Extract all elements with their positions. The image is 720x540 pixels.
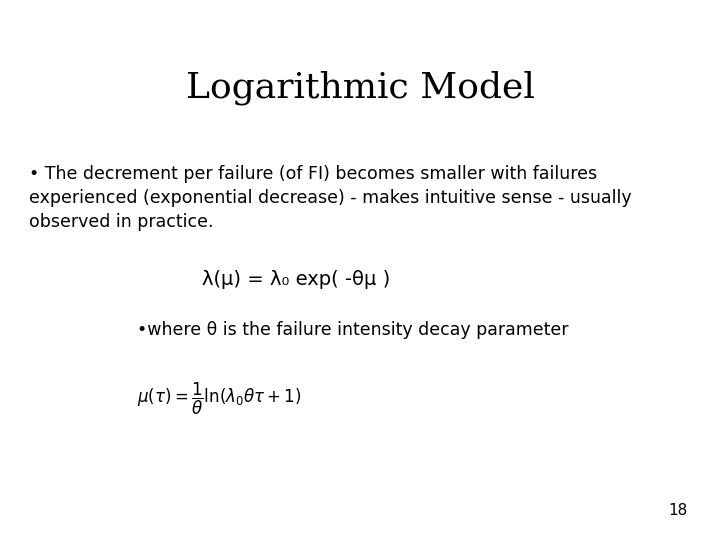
Text: λ(μ) = λ₀ exp( -θμ ): λ(μ) = λ₀ exp( -θμ ) [202,270,390,289]
Text: • The decrement per failure (of FI) becomes smaller with failures
experienced (e: • The decrement per failure (of FI) beco… [29,165,631,231]
Text: •where θ is the failure intensity decay parameter: •where θ is the failure intensity decay … [137,321,568,339]
Text: Logarithmic Model: Logarithmic Model [186,70,534,105]
Text: 18: 18 [668,503,688,518]
Text: $\mu(\tau) = \dfrac{1}{\theta}\ln(\lambda_0\theta\tau + 1)$: $\mu(\tau) = \dfrac{1}{\theta}\ln(\lambd… [137,381,301,417]
